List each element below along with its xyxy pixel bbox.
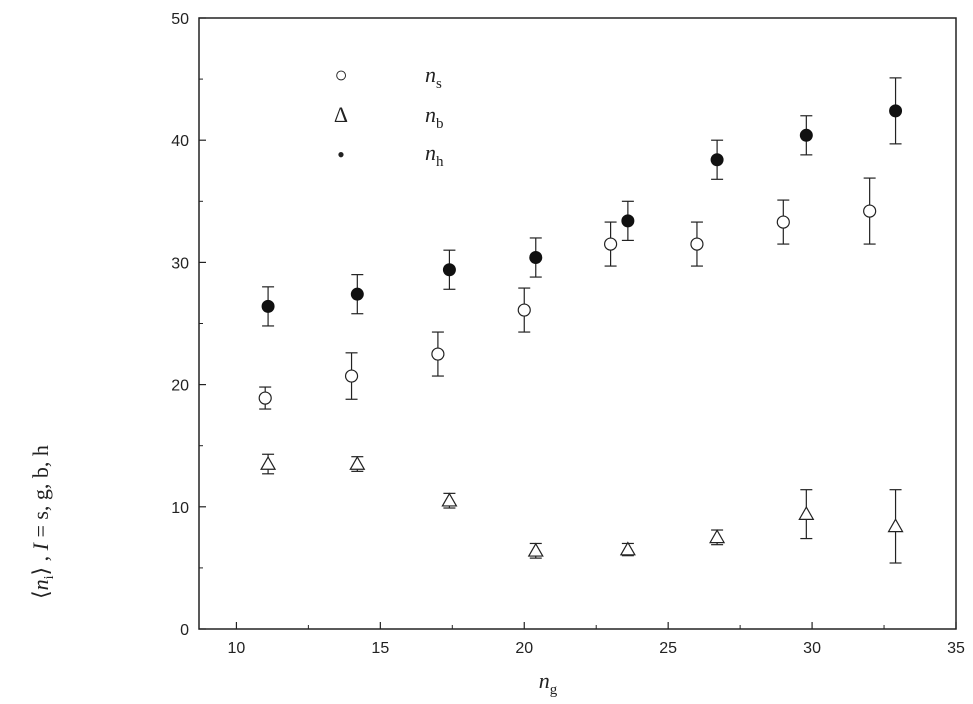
data-point-h xyxy=(529,251,543,265)
x-axis-title: ng xyxy=(539,668,558,698)
data-point-s xyxy=(604,237,618,251)
data-point-s xyxy=(431,347,445,361)
legend-symbol-s: ○ xyxy=(334,62,347,87)
x-tick-label: 20 xyxy=(515,640,533,657)
legend: ○ ns Δ nb • nh xyxy=(334,62,444,170)
legend-symbol-b: Δ xyxy=(334,102,348,127)
y-axis-title: ⟨ni⟩ , I = s, g, b, h xyxy=(28,445,57,599)
data-point-b xyxy=(887,518,904,533)
data-point-s xyxy=(776,215,790,229)
legend-label-s: ns xyxy=(425,62,442,92)
data-point-s xyxy=(344,369,359,383)
x-tick-label: 35 xyxy=(947,640,965,657)
data-point-h xyxy=(350,287,364,301)
legend-symbol-h: • xyxy=(337,142,345,167)
data-point-h xyxy=(621,214,635,228)
x-tick-label: 10 xyxy=(228,640,246,657)
data-point-h xyxy=(261,299,275,313)
data-point-s xyxy=(258,391,272,405)
data-point-h xyxy=(889,104,903,118)
data-point-s xyxy=(863,204,877,218)
y-tick-label: 10 xyxy=(171,500,189,517)
y-tick-label: 50 xyxy=(171,11,189,28)
data-point-s xyxy=(517,303,531,317)
x-tick-label: 25 xyxy=(659,640,677,657)
legend-label-h: nh xyxy=(425,140,444,170)
y-tick-label: 20 xyxy=(171,378,189,395)
plot-frame xyxy=(198,17,957,630)
data-point-b xyxy=(349,455,366,470)
data-point-b xyxy=(798,505,815,520)
data-point-b xyxy=(260,455,277,470)
data-point-s xyxy=(690,237,704,251)
error-bars xyxy=(259,77,902,564)
data-point-b xyxy=(441,492,458,507)
data-point-h xyxy=(710,153,724,167)
data-point-b xyxy=(527,542,544,557)
data-point-h xyxy=(442,263,456,277)
data-point-b xyxy=(709,529,726,544)
data-points xyxy=(258,104,904,557)
legend-label-b: nb xyxy=(425,102,444,132)
y-tick-label: 30 xyxy=(171,255,189,272)
y-tick-label: 40 xyxy=(171,133,189,150)
data-point-h xyxy=(799,128,813,142)
x-tick-label: 15 xyxy=(371,640,389,657)
y-tick-label: 0 xyxy=(180,622,189,639)
axis-ticks: 10 15 20 25 30 35 0 10 20 30 40 50 xyxy=(171,11,965,657)
x-tick-label: 30 xyxy=(803,640,821,657)
data-point-b xyxy=(619,541,636,556)
